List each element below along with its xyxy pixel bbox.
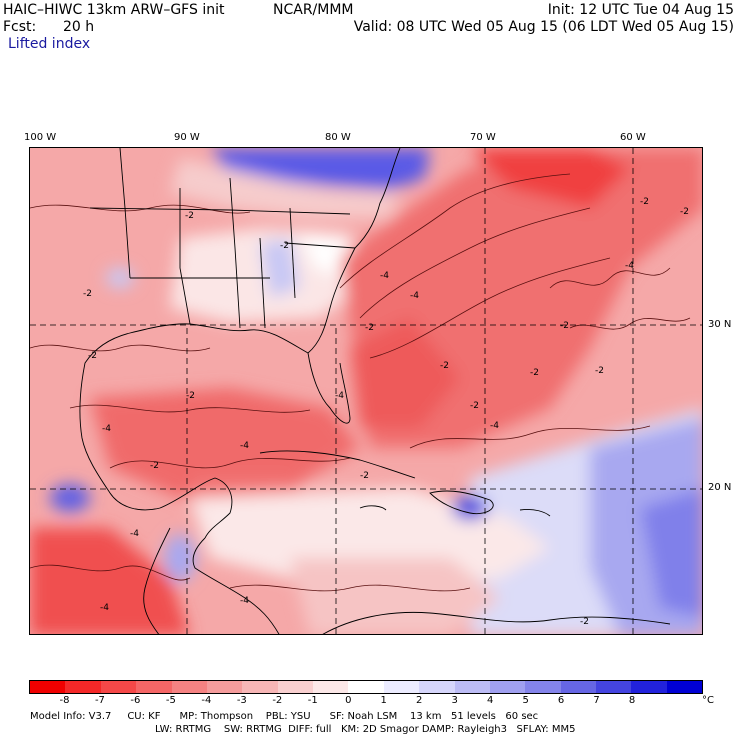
contour-label: -2 xyxy=(186,391,195,401)
lon-label-100w: 100 W xyxy=(24,132,57,143)
contour-label: -2 xyxy=(580,617,589,627)
model-info-line1: Model Info: V3.7 CU: KF MP: Thompson PBL… xyxy=(30,711,539,722)
colorbar-swatch xyxy=(313,681,349,693)
colorbar-swatch xyxy=(489,681,526,693)
contour-label: -4 xyxy=(335,391,344,401)
contour-label: -4 xyxy=(380,271,389,281)
lon-label-80w: 80 W xyxy=(325,132,351,143)
colorbar-swatch xyxy=(100,681,137,693)
colorbar-swatch xyxy=(383,681,420,693)
colorbar-swatch xyxy=(242,681,278,693)
contour-label: -2 xyxy=(88,351,97,361)
contour-label: -2 xyxy=(280,241,289,251)
colorbar-tick-label: -2 xyxy=(272,695,283,706)
colorbar-tick-label: -8 xyxy=(59,695,70,706)
contour-label: -2 xyxy=(560,321,569,331)
coastlines xyxy=(79,148,671,634)
contour-label: -4 xyxy=(625,261,634,271)
model-info-line2: LW: RRTMG SW: RRTMG DIFF: full KM: 2D Sm… xyxy=(155,724,576,735)
model-title: HAIC–HIWC 13km ARW–GFS init xyxy=(3,2,225,18)
colorbar-swatch xyxy=(65,681,101,693)
colorbar-tick-label: -5 xyxy=(165,695,176,706)
forecast-hours: 20 h xyxy=(63,19,95,35)
colorbar-tick-label: -3 xyxy=(236,695,247,706)
lat-label-30n: 30 N xyxy=(708,319,732,330)
colorbar-tick-label: -1 xyxy=(307,695,318,706)
colorbar-tick-label: 8 xyxy=(628,695,636,706)
colorbar-tick-label: 0 xyxy=(345,695,352,706)
contour-label: -4 xyxy=(490,421,499,431)
valid-time: Valid: 08 UTC Wed 05 Aug 15 (06 LDT Wed … xyxy=(353,19,734,35)
field-shading xyxy=(30,148,702,634)
colorbar-swatch xyxy=(454,681,490,693)
contour-label: -4 xyxy=(102,424,111,434)
contour-label: -2 xyxy=(680,207,689,217)
forecast-label: Fcst: xyxy=(3,19,37,35)
map-canvas: -2 -2 -4 -2 -2 -4 -4 -4 -2 -4 -2 -2 -4 -… xyxy=(30,148,702,634)
init-time: Init: 12 UTC Tue 04 Aug 15 xyxy=(547,2,734,18)
colorbar-swatch xyxy=(171,681,207,693)
colorbar-tick-label: 1 xyxy=(380,695,387,706)
latlon-grid xyxy=(30,148,702,634)
lat-label-20n: 20 N xyxy=(708,482,732,493)
colorbar-swatch xyxy=(525,681,561,693)
colorbar-swatch xyxy=(277,681,313,693)
contour-label: -4 xyxy=(100,603,109,613)
colorbar-unit: °C xyxy=(702,695,714,706)
lifted-index-map: -2 -2 -4 -2 -2 -4 -4 -4 -2 -4 -2 -2 -4 -… xyxy=(29,147,703,635)
lon-label-70w: 70 W xyxy=(470,132,496,143)
colorbar-tick-label: 5 xyxy=(522,695,529,706)
contour-label: -2 xyxy=(150,461,159,471)
contour-label: -2 xyxy=(440,361,449,371)
contour-label-group: -2 -2 -4 -2 -2 -4 -4 -4 -2 -4 -2 -2 -4 -… xyxy=(83,197,689,627)
colorbar-swatch xyxy=(560,681,596,693)
colorbar-swatch xyxy=(631,681,667,693)
contour-label: -4 xyxy=(410,291,419,301)
lon-label-60w: 60 W xyxy=(620,132,646,143)
colorbar-tick-label: -4 xyxy=(201,695,212,706)
colorbar-swatch xyxy=(348,681,384,693)
colorbar-swatch xyxy=(206,681,243,693)
lon-label-90w: 90 W xyxy=(174,132,200,143)
contour-label: -2 xyxy=(185,211,194,221)
colorbar-tick-label: 7 xyxy=(593,695,600,706)
colorbar-tick-label: 2 xyxy=(416,695,423,706)
colorbar-tick-label: 4 xyxy=(486,695,494,706)
colorbar-tick-label: 3 xyxy=(451,695,458,706)
colorbar-tick-label: -7 xyxy=(94,695,105,706)
org-label: NCAR/MMM xyxy=(273,2,354,18)
contour-label: -2 xyxy=(360,471,369,481)
contour-label: -2 xyxy=(365,323,374,333)
contour-label: -4 xyxy=(240,596,249,606)
colorbar-swatch xyxy=(30,681,66,693)
contour-label: -2 xyxy=(470,401,479,411)
contour-label: -2 xyxy=(83,289,92,299)
contour-label: -2 xyxy=(530,368,539,378)
contour-label: -4 xyxy=(240,441,249,451)
contour-label: -4 xyxy=(130,529,139,539)
colorbar-tick-label: -6 xyxy=(130,695,141,706)
contour-label: -2 xyxy=(640,197,649,207)
colorbar-swatch xyxy=(136,681,172,693)
colorbar-swatch xyxy=(666,681,703,693)
colorbar xyxy=(29,680,703,694)
colorbar-swatch xyxy=(596,681,632,693)
colorbar-tick-label: 6 xyxy=(557,695,565,706)
field-name: Lifted index xyxy=(8,36,91,52)
contour-label: -2 xyxy=(595,366,604,376)
colorbar-swatch xyxy=(419,681,455,693)
contour-lines xyxy=(30,173,691,592)
